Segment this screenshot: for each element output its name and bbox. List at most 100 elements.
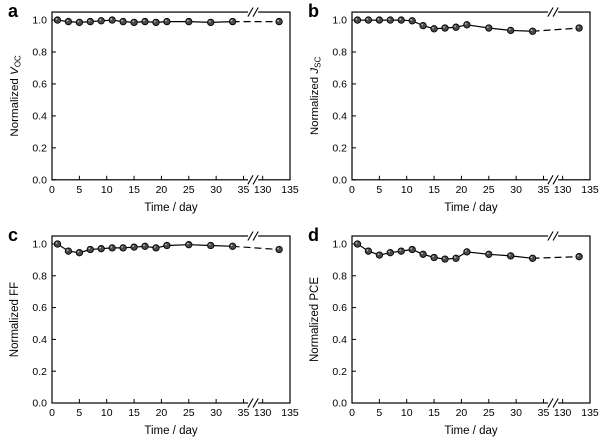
break-mark: [552, 175, 559, 185]
data-point: [228, 242, 237, 250]
data-point-highlight: [55, 242, 58, 244]
data-point-highlight: [486, 26, 489, 28]
data-point-highlight: [443, 26, 445, 28]
data-point: [463, 21, 471, 29]
data-point: [141, 242, 149, 250]
y-axis-label: Normalized FF: [9, 282, 21, 357]
data-point: [97, 17, 105, 25]
y-tick-label: 1.0: [32, 15, 47, 27]
x-tick-label: 5: [76, 407, 82, 419]
x-tick-label: 35: [538, 184, 550, 196]
data-point: [75, 249, 84, 257]
data-point-highlight: [55, 18, 58, 20]
x-tick-label: 25: [483, 184, 495, 196]
x-axis-label: Time / day: [444, 202, 497, 214]
y-tick-label: 0.2: [32, 142, 47, 154]
x-axis-label: Time / day: [144, 202, 197, 214]
break-gap: [548, 234, 559, 238]
data-point: [152, 244, 160, 252]
data-point: [375, 16, 384, 24]
panel-letter: a: [8, 1, 19, 21]
y-tick-label: 0.0: [332, 174, 347, 186]
y-tick-label: 0.4: [332, 334, 347, 346]
data-point: [353, 16, 362, 24]
x-tick-label: 0: [349, 407, 355, 419]
data-point: [408, 17, 416, 25]
data-point-highlight: [121, 19, 123, 22]
data-point: [364, 16, 373, 24]
y-axis-label-prefix: Normalized: [309, 74, 321, 136]
break-mark: [252, 398, 259, 408]
panel-d-chart: 0 5 10 15 20 25 30 35 130 135 0.0 0.2 0.4 0.6 0.8 1.0 Ti…: [309, 231, 599, 437]
data-point: [108, 16, 116, 24]
x-tick-label: 30: [210, 184, 222, 196]
data-point-highlight: [99, 18, 102, 21]
data-point-highlight: [77, 20, 80, 23]
x-tick-label: 10: [101, 407, 113, 419]
data-point: [119, 244, 127, 252]
break-gap: [548, 177, 559, 182]
data-point: [53, 16, 62, 24]
y-axis-label-symbol: V: [9, 66, 21, 75]
y-axis-label: Normalized VOC: [9, 55, 22, 137]
x-tick-label: 5: [376, 407, 382, 419]
y-tick-label: 1.0: [32, 239, 47, 251]
x-tick-label: 15: [128, 407, 140, 419]
data-point-highlight: [530, 256, 533, 259]
data-point-highlight: [399, 18, 402, 20]
axis-frame: [51, 235, 291, 404]
data-point-highlight: [208, 243, 211, 246]
data-point: [452, 23, 460, 31]
data-point: [207, 18, 215, 27]
data-point-highlight: [377, 18, 380, 20]
panel-letter: b: [308, 1, 319, 21]
x-tick-label: 35: [238, 184, 250, 196]
y-axis-label: Normalized JSC: [309, 56, 322, 135]
x-tick-label: 35: [238, 407, 250, 419]
data-point-highlight: [143, 19, 145, 22]
data-point-highlight: [186, 19, 189, 22]
y-axis-label-symbol: FF: [9, 282, 21, 296]
break-mark: [547, 175, 554, 185]
data-point-highlight: [454, 25, 456, 28]
data-point: [408, 245, 416, 254]
data-point-highlight: [432, 26, 434, 29]
y-axis-label: Normalized PCE: [309, 277, 321, 362]
data-point: [130, 243, 138, 251]
data-point-highlight: [432, 255, 434, 258]
data-point: [507, 26, 515, 35]
data-point-highlight: [208, 20, 211, 23]
y-axis-label-subscript: SC: [314, 56, 323, 67]
data-point: [97, 245, 105, 253]
data-point: [397, 16, 405, 24]
y-tick-label: 0.4: [332, 110, 347, 122]
data-point: [64, 17, 73, 26]
x-tick-label: 25: [183, 184, 195, 196]
y-tick-label: 0.6: [32, 79, 47, 91]
data-point-highlight: [88, 19, 91, 22]
y-tick-label: 0.4: [32, 110, 47, 122]
y-axis-label-symbol: J: [309, 68, 321, 75]
y-tick-label: 0.4: [32, 334, 47, 346]
y-axis-label-prefix: Normalized: [9, 296, 21, 357]
x-axis-label: Time / day: [444, 425, 498, 437]
data-point-highlight: [66, 19, 69, 22]
data-point: [452, 254, 460, 262]
x-tick-label: 130: [254, 407, 272, 419]
break-mark: [252, 175, 259, 185]
data-point-highlight: [110, 18, 113, 20]
data-point: [185, 241, 193, 249]
x-tick-label: 15: [128, 184, 140, 196]
data-point: [386, 16, 394, 24]
data-point: [130, 18, 138, 27]
data-point: [430, 25, 438, 33]
data-point: [364, 247, 373, 255]
x-tick-label: 130: [554, 184, 572, 196]
data-point-highlight: [421, 23, 423, 26]
data-point-highlight: [377, 253, 380, 255]
break-gap: [248, 10, 259, 15]
x-tick-label: 10: [401, 407, 413, 419]
data-point: [64, 247, 73, 255]
break-mark: [247, 231, 254, 241]
y-tick-label: 0.0: [32, 174, 47, 186]
